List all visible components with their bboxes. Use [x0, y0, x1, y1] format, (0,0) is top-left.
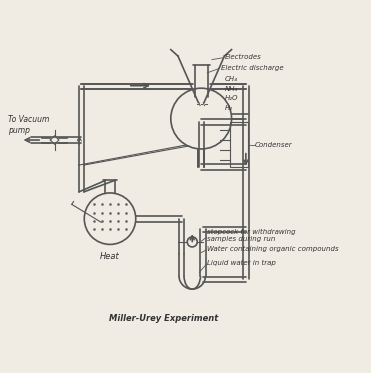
Text: Condenser: Condenser	[255, 142, 292, 148]
Text: Electrodes: Electrodes	[224, 54, 261, 60]
Text: Water containing organic compounds: Water containing organic compounds	[207, 246, 338, 252]
Text: Heat: Heat	[100, 252, 120, 261]
Text: CH₄
NH₃
H₂O
H₂: CH₄ NH₃ H₂O H₂	[224, 76, 238, 111]
Text: Miller-Urey Experiment: Miller-Urey Experiment	[109, 314, 218, 323]
Text: Electric discharge: Electric discharge	[221, 65, 283, 71]
Text: stopcock for withdrawing
samples during run: stopcock for withdrawing samples during …	[207, 229, 295, 242]
Text: To Vacuum
pump: To Vacuum pump	[8, 115, 49, 135]
Text: Liquid water in trap: Liquid water in trap	[207, 260, 275, 266]
